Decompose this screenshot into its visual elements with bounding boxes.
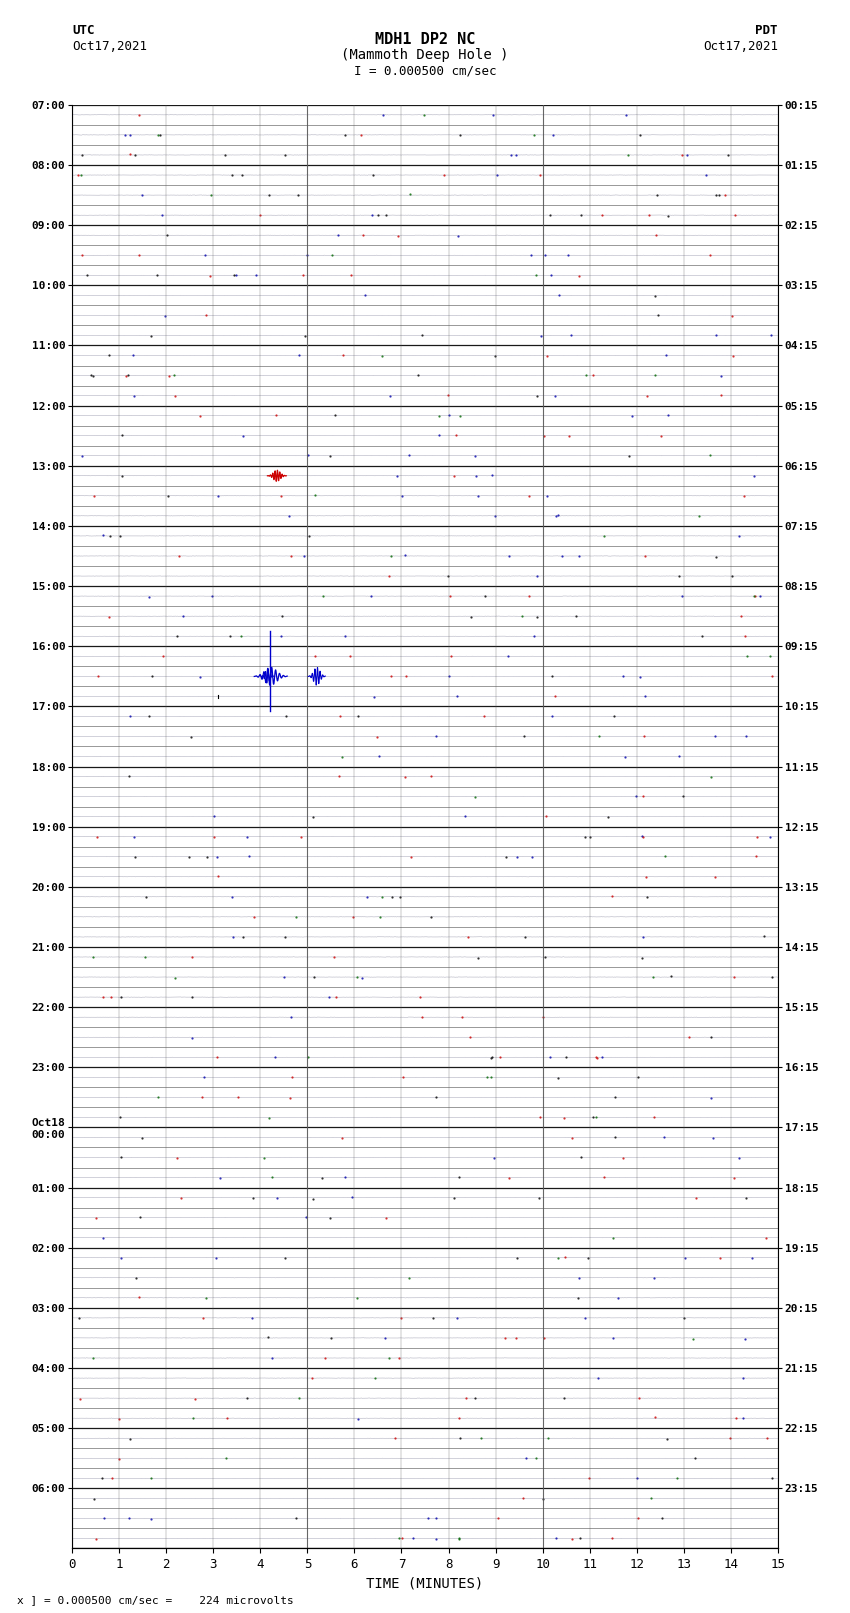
X-axis label: TIME (MINUTES): TIME (MINUTES)	[366, 1578, 484, 1590]
Text: UTC: UTC	[72, 24, 94, 37]
Text: MDH1 DP2 NC: MDH1 DP2 NC	[375, 32, 475, 47]
Text: Oct17,2021: Oct17,2021	[72, 40, 147, 53]
Text: x ] = 0.000500 cm/sec =    224 microvolts: x ] = 0.000500 cm/sec = 224 microvolts	[17, 1595, 294, 1605]
Text: (Mammoth Deep Hole ): (Mammoth Deep Hole )	[341, 48, 509, 63]
Text: Oct17,2021: Oct17,2021	[703, 40, 778, 53]
Text: PDT: PDT	[756, 24, 778, 37]
Text: I = 0.000500 cm/sec: I = 0.000500 cm/sec	[354, 65, 496, 77]
